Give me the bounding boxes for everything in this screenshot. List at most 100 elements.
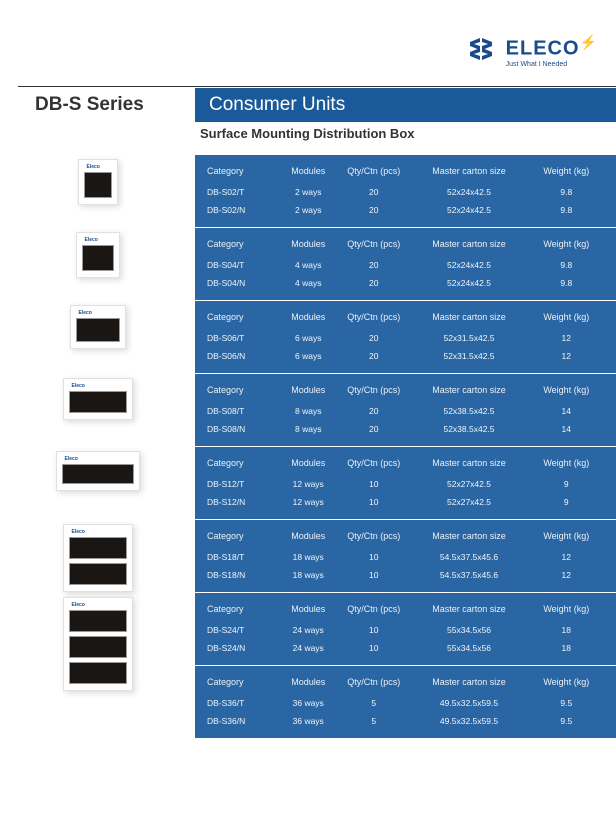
title-row: DB-S Series Consumer Units — [0, 88, 616, 122]
col-header: Modules — [278, 382, 338, 402]
image-column: Eleco — [0, 520, 195, 592]
table-cell: 49.5x32.5x59.5 — [409, 712, 528, 730]
col-header: Category — [207, 236, 278, 256]
table-cell: DB-S06/T — [207, 329, 278, 347]
table-cell: 6 ways — [278, 347, 338, 365]
table-cell: 2 ways — [278, 201, 338, 219]
table-cell: 9.8 — [529, 183, 604, 201]
col-header: Weight (kg) — [529, 601, 604, 621]
table-cell: DB-S12/T — [207, 475, 278, 493]
product-image: Eleco — [63, 378, 133, 420]
table-cell: DB-S18/T — [207, 548, 278, 566]
col-header: Qty/Ctn (pcs) — [338, 382, 409, 402]
table-cell: 12 — [529, 347, 604, 365]
series-title: DB-S Series — [0, 88, 195, 122]
table-cell: 14 — [529, 420, 604, 438]
product-brand-label: Eleco — [65, 456, 78, 462]
logo-text: ELECO⚡ — [506, 35, 598, 59]
table-cell: DB-S04/N — [207, 274, 278, 292]
logo-icon — [470, 38, 500, 64]
logo-tagline: Just What I Needed — [506, 61, 598, 68]
table-row: DB-S04/N4 ways2052x24x42.59.8 — [207, 274, 604, 292]
table-cell: 10 — [338, 493, 409, 511]
header-rule — [18, 86, 616, 87]
table-cell: 52x27x42.5 — [409, 493, 528, 511]
table-row: DB-S24/N24 ways1055x34.5x5618 — [207, 639, 604, 657]
col-header: Qty/Ctn (pcs) — [338, 309, 409, 329]
table-cell: 12 — [529, 329, 604, 347]
product-image: Eleco — [63, 597, 133, 691]
table-cell: 49.5x32.5x59.5 — [409, 694, 528, 712]
col-header: Modules — [278, 236, 338, 256]
table-cell: 12 ways — [278, 475, 338, 493]
table-cell: 12 — [529, 566, 604, 584]
table-cell: DB-S04/T — [207, 256, 278, 274]
image-column: Eleco — [0, 447, 195, 491]
subtitle: Surface Mounting Distribution Box — [200, 126, 415, 141]
col-header: Master carton size — [409, 528, 528, 548]
col-header: Qty/Ctn (pcs) — [338, 163, 409, 183]
product-brand-label: Eleco — [72, 529, 85, 535]
section: Eleco CategoryModulesQty/Ctn (pcs)Master … — [0, 374, 616, 447]
table-cell: 20 — [338, 256, 409, 274]
brand-logo: ELECO⚡ Just What I Needed — [470, 35, 598, 68]
table-cell: 52x24x42.5 — [409, 274, 528, 292]
table-row: DB-S06/T6 ways2052x31.5x42.512 — [207, 329, 604, 347]
table-cell: 9.8 — [529, 201, 604, 219]
spec-table: CategoryModulesQty/Ctn (pcs)Master carto… — [207, 528, 604, 584]
col-header: Qty/Ctn (pcs) — [338, 601, 409, 621]
spec-table: CategoryModulesQty/Ctn (pcs)Master carto… — [207, 163, 604, 219]
product-window — [69, 610, 127, 632]
section: ElecoCategoryModulesQty/Ctn (pcs)Master … — [0, 593, 616, 739]
table-row: DB-S08/T8 ways2052x38.5x42.514 — [207, 402, 604, 420]
col-header: Master carton size — [409, 163, 528, 183]
table-column: CategoryModulesQty/Ctn (pcs)Master carto… — [195, 447, 616, 520]
table-cell: 24 ways — [278, 621, 338, 639]
table-column: CategoryModulesQty/Ctn (pcs)Master carto… — [195, 520, 616, 593]
spec-table: CategoryModulesQty/Ctn (pcs)Master carto… — [207, 382, 604, 438]
content-area: ElecoCategoryModulesQty/Ctn (pcs)Master … — [0, 155, 616, 825]
section: ElecoCategoryModulesQty/Ctn (pcs)Master … — [0, 228, 616, 301]
table-column: CategoryModulesQty/Ctn (pcs)Master carto… — [195, 155, 616, 228]
product-image: Eleco — [78, 159, 118, 205]
col-header: Master carton size — [409, 601, 528, 621]
table-cell: 9.5 — [529, 712, 604, 730]
product-window — [76, 318, 120, 342]
table-cell: 52x38.5x42.5 — [409, 402, 528, 420]
table-row: DB-S08/N8 ways2052x38.5x42.514 — [207, 420, 604, 438]
table-cell: 18 ways — [278, 566, 338, 584]
col-header: Weight (kg) — [529, 528, 604, 548]
table-cell: 4 ways — [278, 256, 338, 274]
col-header: Modules — [278, 309, 338, 329]
table-cell: 5 — [338, 694, 409, 712]
product-window — [69, 563, 127, 585]
section: Eleco CategoryModulesQty/Ctn (pcs)Master … — [0, 520, 616, 593]
table-cell: 12 — [529, 548, 604, 566]
product-window — [69, 391, 127, 413]
table-cell: 20 — [338, 402, 409, 420]
image-column: Eleco — [0, 155, 195, 205]
table-cell: DB-S08/N — [207, 420, 278, 438]
table-cell: 20 — [338, 420, 409, 438]
table-column: CategoryModulesQty/Ctn (pcs)Master carto… — [195, 301, 616, 374]
col-header: Category — [207, 163, 278, 183]
col-header: Weight (kg) — [529, 455, 604, 475]
product-brand-label: Eleco — [72, 602, 85, 608]
table-cell: 20 — [338, 183, 409, 201]
table-row: DB-S02/T2 ways2052x24x42.59.8 — [207, 183, 604, 201]
col-header: Category — [207, 455, 278, 475]
table-cell: 36 ways — [278, 694, 338, 712]
col-header: Category — [207, 601, 278, 621]
col-header: Qty/Ctn (pcs) — [338, 674, 409, 694]
table-cell: 9 — [529, 493, 604, 511]
col-header: Modules — [278, 455, 338, 475]
col-header: Master carton size — [409, 382, 528, 402]
table-column: CategoryModulesQty/Ctn (pcs)Master carto… — [195, 374, 616, 447]
table-cell: 20 — [338, 347, 409, 365]
table-cell: DB-S18/N — [207, 566, 278, 584]
col-header: Weight (kg) — [529, 236, 604, 256]
col-header: Qty/Ctn (pcs) — [338, 236, 409, 256]
col-header: Qty/Ctn (pcs) — [338, 528, 409, 548]
table-row: DB-S36/T36 ways549.5x32.5x59.59.5 — [207, 694, 604, 712]
col-header: Category — [207, 382, 278, 402]
